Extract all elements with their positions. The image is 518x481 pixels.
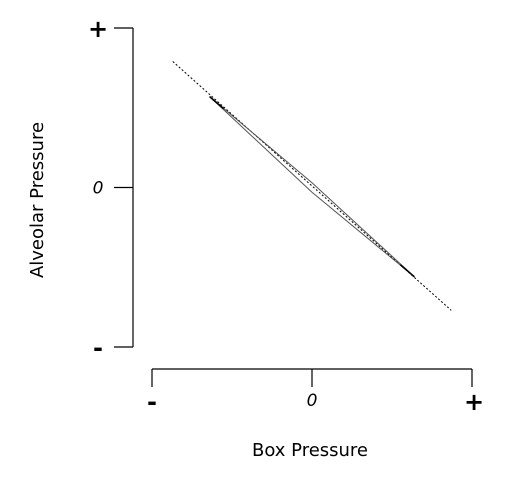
loop-end-lower-right xyxy=(399,264,415,278)
y-axis-ticks: +0 - xyxy=(88,15,133,362)
x-tick-label: 0 xyxy=(307,391,318,411)
y-tick-label: 0 xyxy=(93,179,104,199)
y-tick-label: + xyxy=(88,15,108,43)
y-tick-label: - xyxy=(93,334,103,362)
x-axis-ticks: - 0 + xyxy=(147,369,484,416)
x-tick-label: - xyxy=(147,388,157,416)
y-axis-label: Alveolar Pressure xyxy=(27,122,48,278)
pressure-loop-upper xyxy=(209,96,415,278)
pressure-loop-lower xyxy=(209,96,415,278)
x-axis-label: Box Pressure xyxy=(252,440,368,461)
plot-area xyxy=(172,61,452,311)
loop-end-upper-left xyxy=(209,95,225,110)
x-tick-label: + xyxy=(464,388,484,416)
